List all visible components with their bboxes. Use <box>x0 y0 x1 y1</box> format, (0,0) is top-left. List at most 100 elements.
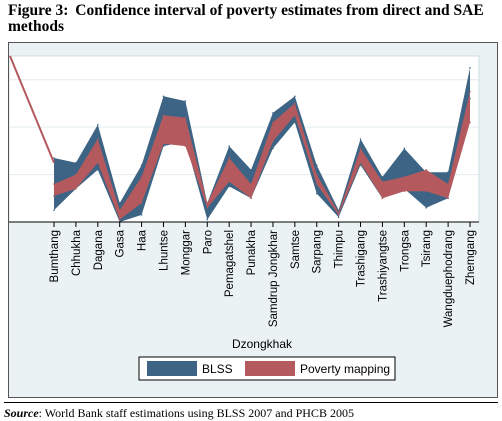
data-point <box>140 164 143 166</box>
data-point <box>359 138 362 140</box>
x-axis-label: Dzongkhak <box>232 337 293 351</box>
data-point <box>294 95 296 98</box>
data-point <box>96 169 99 171</box>
x-tick-label: Haa <box>137 229 149 251</box>
source-label: Source <box>4 406 39 420</box>
data-point <box>118 218 121 221</box>
data-point <box>425 206 428 209</box>
data-point <box>447 183 449 185</box>
data-point <box>381 176 384 178</box>
data-point <box>403 176 406 178</box>
data-point <box>315 164 318 166</box>
data-point <box>250 197 252 200</box>
data-point <box>425 169 428 171</box>
data-point <box>272 121 274 124</box>
data-point <box>53 157 55 159</box>
data-point <box>96 123 99 126</box>
x-tick-label: Trashiyangtse <box>377 230 389 302</box>
chart-frame: 0.2.4.6 BumthangChhukhaDaganaGasaHaaLhun… <box>8 42 498 398</box>
data-point <box>359 147 362 150</box>
data-point <box>53 195 55 197</box>
data-point <box>140 202 143 204</box>
data-point <box>228 180 230 183</box>
data-point <box>315 173 318 176</box>
data-point <box>315 192 318 195</box>
data-point <box>162 145 165 147</box>
data-point <box>75 173 77 176</box>
legend-swatch <box>147 361 197 376</box>
data-point <box>75 188 77 190</box>
x-tick-label: Samtse <box>290 230 302 269</box>
data-point <box>162 142 165 145</box>
data-point <box>272 112 274 114</box>
data-point <box>96 161 99 164</box>
x-tick-label: Punakha <box>246 229 258 275</box>
data-point <box>184 116 187 119</box>
band-blss <box>54 67 470 223</box>
data-point <box>184 145 187 147</box>
data-point <box>469 90 471 93</box>
data-point <box>184 100 187 102</box>
x-tick-label: Paro <box>202 230 214 254</box>
x-tick-label: Zhemgang <box>465 230 477 285</box>
legend-label: Poverty mapping <box>300 362 390 376</box>
data-point <box>425 190 428 192</box>
data-point <box>53 183 55 185</box>
x-tick-label: Pemagatshel <box>224 230 236 297</box>
legend-swatch <box>245 361 295 376</box>
data-point <box>206 206 209 209</box>
data-point <box>337 216 340 219</box>
data-point <box>162 95 165 98</box>
x-tick-label: Sarpang <box>312 230 324 273</box>
data-point <box>403 147 406 150</box>
source-text: : World Bank staff estimations using BLS… <box>38 406 354 420</box>
data-point <box>272 140 274 143</box>
data-point <box>75 161 77 164</box>
x-tick-label: Gasa <box>115 229 127 257</box>
data-point <box>206 218 209 221</box>
x-tick-label: Trongsa <box>399 229 411 271</box>
data-point <box>359 164 362 166</box>
data-point <box>96 138 99 140</box>
x-tick-label: Dagana <box>93 229 105 270</box>
data-point <box>447 197 449 200</box>
data-point <box>53 209 55 211</box>
data-point <box>381 180 384 183</box>
data-point <box>228 185 230 188</box>
figure-title: Figure 3: Confidence interval of poverty… <box>8 3 496 35</box>
data-point <box>294 114 296 117</box>
data-point <box>294 102 296 105</box>
source-note: Source: World Bank staff estimations usi… <box>4 402 498 421</box>
plot-area <box>9 55 480 223</box>
data-point <box>469 67 471 69</box>
data-point <box>359 161 362 164</box>
data-point <box>447 171 449 173</box>
data-point <box>206 202 209 204</box>
x-tick-label: Monggar <box>180 230 192 276</box>
confidence-bands <box>9 55 471 223</box>
x-tick-label: Lhuntse <box>158 230 170 271</box>
x-tick-label: Chhukha <box>71 229 83 276</box>
data-point <box>118 202 121 204</box>
x-tick-label: Bumthang <box>49 230 61 282</box>
x-tick-label: Wangduephodrang <box>443 230 455 327</box>
chart: 0.2.4.6 BumthangChhukhaDaganaGasaHaaLhun… <box>9 55 480 381</box>
data-point <box>118 209 121 211</box>
data-point <box>272 147 274 150</box>
data-point <box>250 183 252 185</box>
x-tick-label: Samdrup Jongkhar <box>268 230 280 327</box>
figure-number: Figure 3: <box>8 2 69 19</box>
data-point <box>381 197 384 200</box>
data-point <box>228 145 230 147</box>
legend-label: BLSS <box>202 362 233 376</box>
band-poverty-mapping <box>54 91 470 220</box>
data-point <box>228 157 230 159</box>
figure-title-text: Confidence interval of poverty estimates… <box>8 2 484 35</box>
data-point <box>294 121 296 124</box>
data-point <box>337 209 340 211</box>
data-point <box>337 214 340 216</box>
data-point <box>140 214 143 216</box>
data-point <box>140 176 143 178</box>
x-axis: Bumthang Chhukha Dagana Gasa Haa Lhuntse Mongg… <box>9 221 479 327</box>
data-point <box>403 190 406 192</box>
